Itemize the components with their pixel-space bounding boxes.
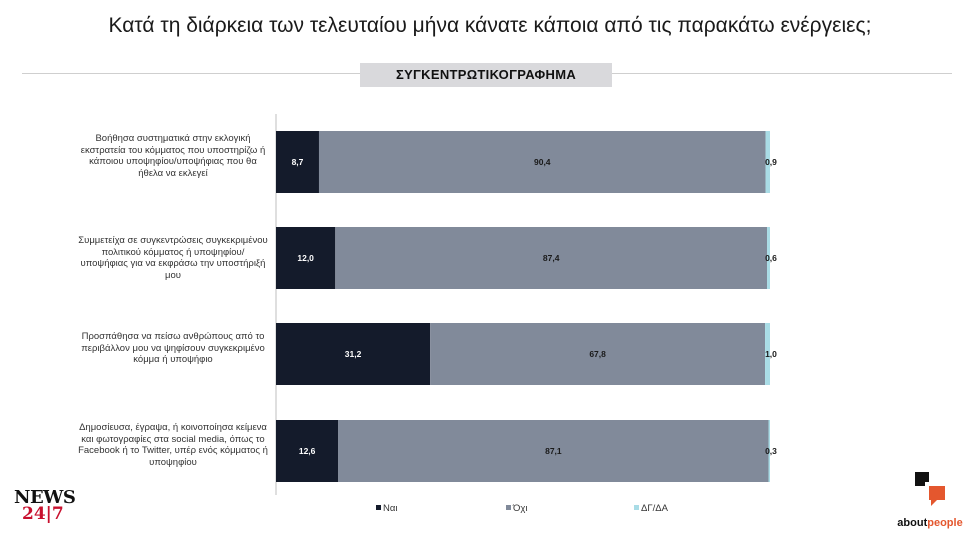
aboutpeople-logo-icon [915,472,945,506]
bar-1-2 [276,227,336,289]
data-label-1-4: 12,6 [299,446,316,456]
bar-3-2 [767,227,770,289]
legend-swatch-1 [376,505,381,510]
bar-2-4 [338,420,769,482]
chart-title: Κατά τη διάρκεια των τελευταίου μήνα κάν… [108,14,872,37]
legend-label-3: ΔΓ/ΔΑ [641,503,669,514]
data-label-3-3: 1,0 [765,349,777,359]
bar-3-1 [765,131,770,193]
data-label-2-4: 87,1 [545,446,562,456]
aboutpeople-logo: aboutpeople [890,470,970,529]
bar-3-4 [768,420,770,482]
bar-1-4 [276,420,339,482]
chart-subtitle: ΣΥΓΚΕΝΤΡΩΤΙΚΟΓΡΑΦΗΜΑ [360,63,612,87]
bar-1-1 [276,131,319,193]
data-label-3-2: 0,6 [765,253,777,263]
data-label-2-3: 67,8 [589,349,606,359]
category-label-1: Βοήθησα συστηματικά στην εκλογική εκστρα… [80,133,266,179]
bar-2-3 [430,323,766,385]
news247-logo-line1: NEWS [14,487,76,508]
data-label-1-3: 31,2 [345,349,362,359]
aboutpeople-text-a: about [897,517,928,529]
legend-label-2: Όχι [512,503,527,514]
data-label-3-4: 0,3 [765,446,777,456]
data-label-1-1: 8,7 [292,157,304,167]
data-label-2-1: 90,4 [534,157,551,167]
bar-3-3 [765,323,770,385]
bar-2-2 [335,227,768,289]
aboutpeople-text-b: people [927,517,963,529]
category-label-4: Δημοσίευσα, έγραψα, ή κοινοποίησα κείμεν… [78,422,268,468]
legend-swatch-2 [506,505,511,510]
legend-swatch-3 [634,505,639,510]
bar-2-1 [318,131,766,193]
legend-label-1: Ναι [383,503,397,514]
category-label-2: Συμμετείχα σε συγκεντρώσεις συγκεκριμένο… [78,235,268,281]
data-label-3-1: 0,9 [765,157,777,167]
bar-1-3 [276,323,431,385]
news247-logo: NEWS 24|7 [14,487,76,524]
data-label-2-2: 87,4 [543,253,560,263]
news247-logo-line2: 24|7 [22,504,64,524]
category-label-3: Προσπάθησα να πείσω ανθρώπους από το περ… [81,331,265,365]
data-label-1-2: 12,0 [297,253,314,263]
